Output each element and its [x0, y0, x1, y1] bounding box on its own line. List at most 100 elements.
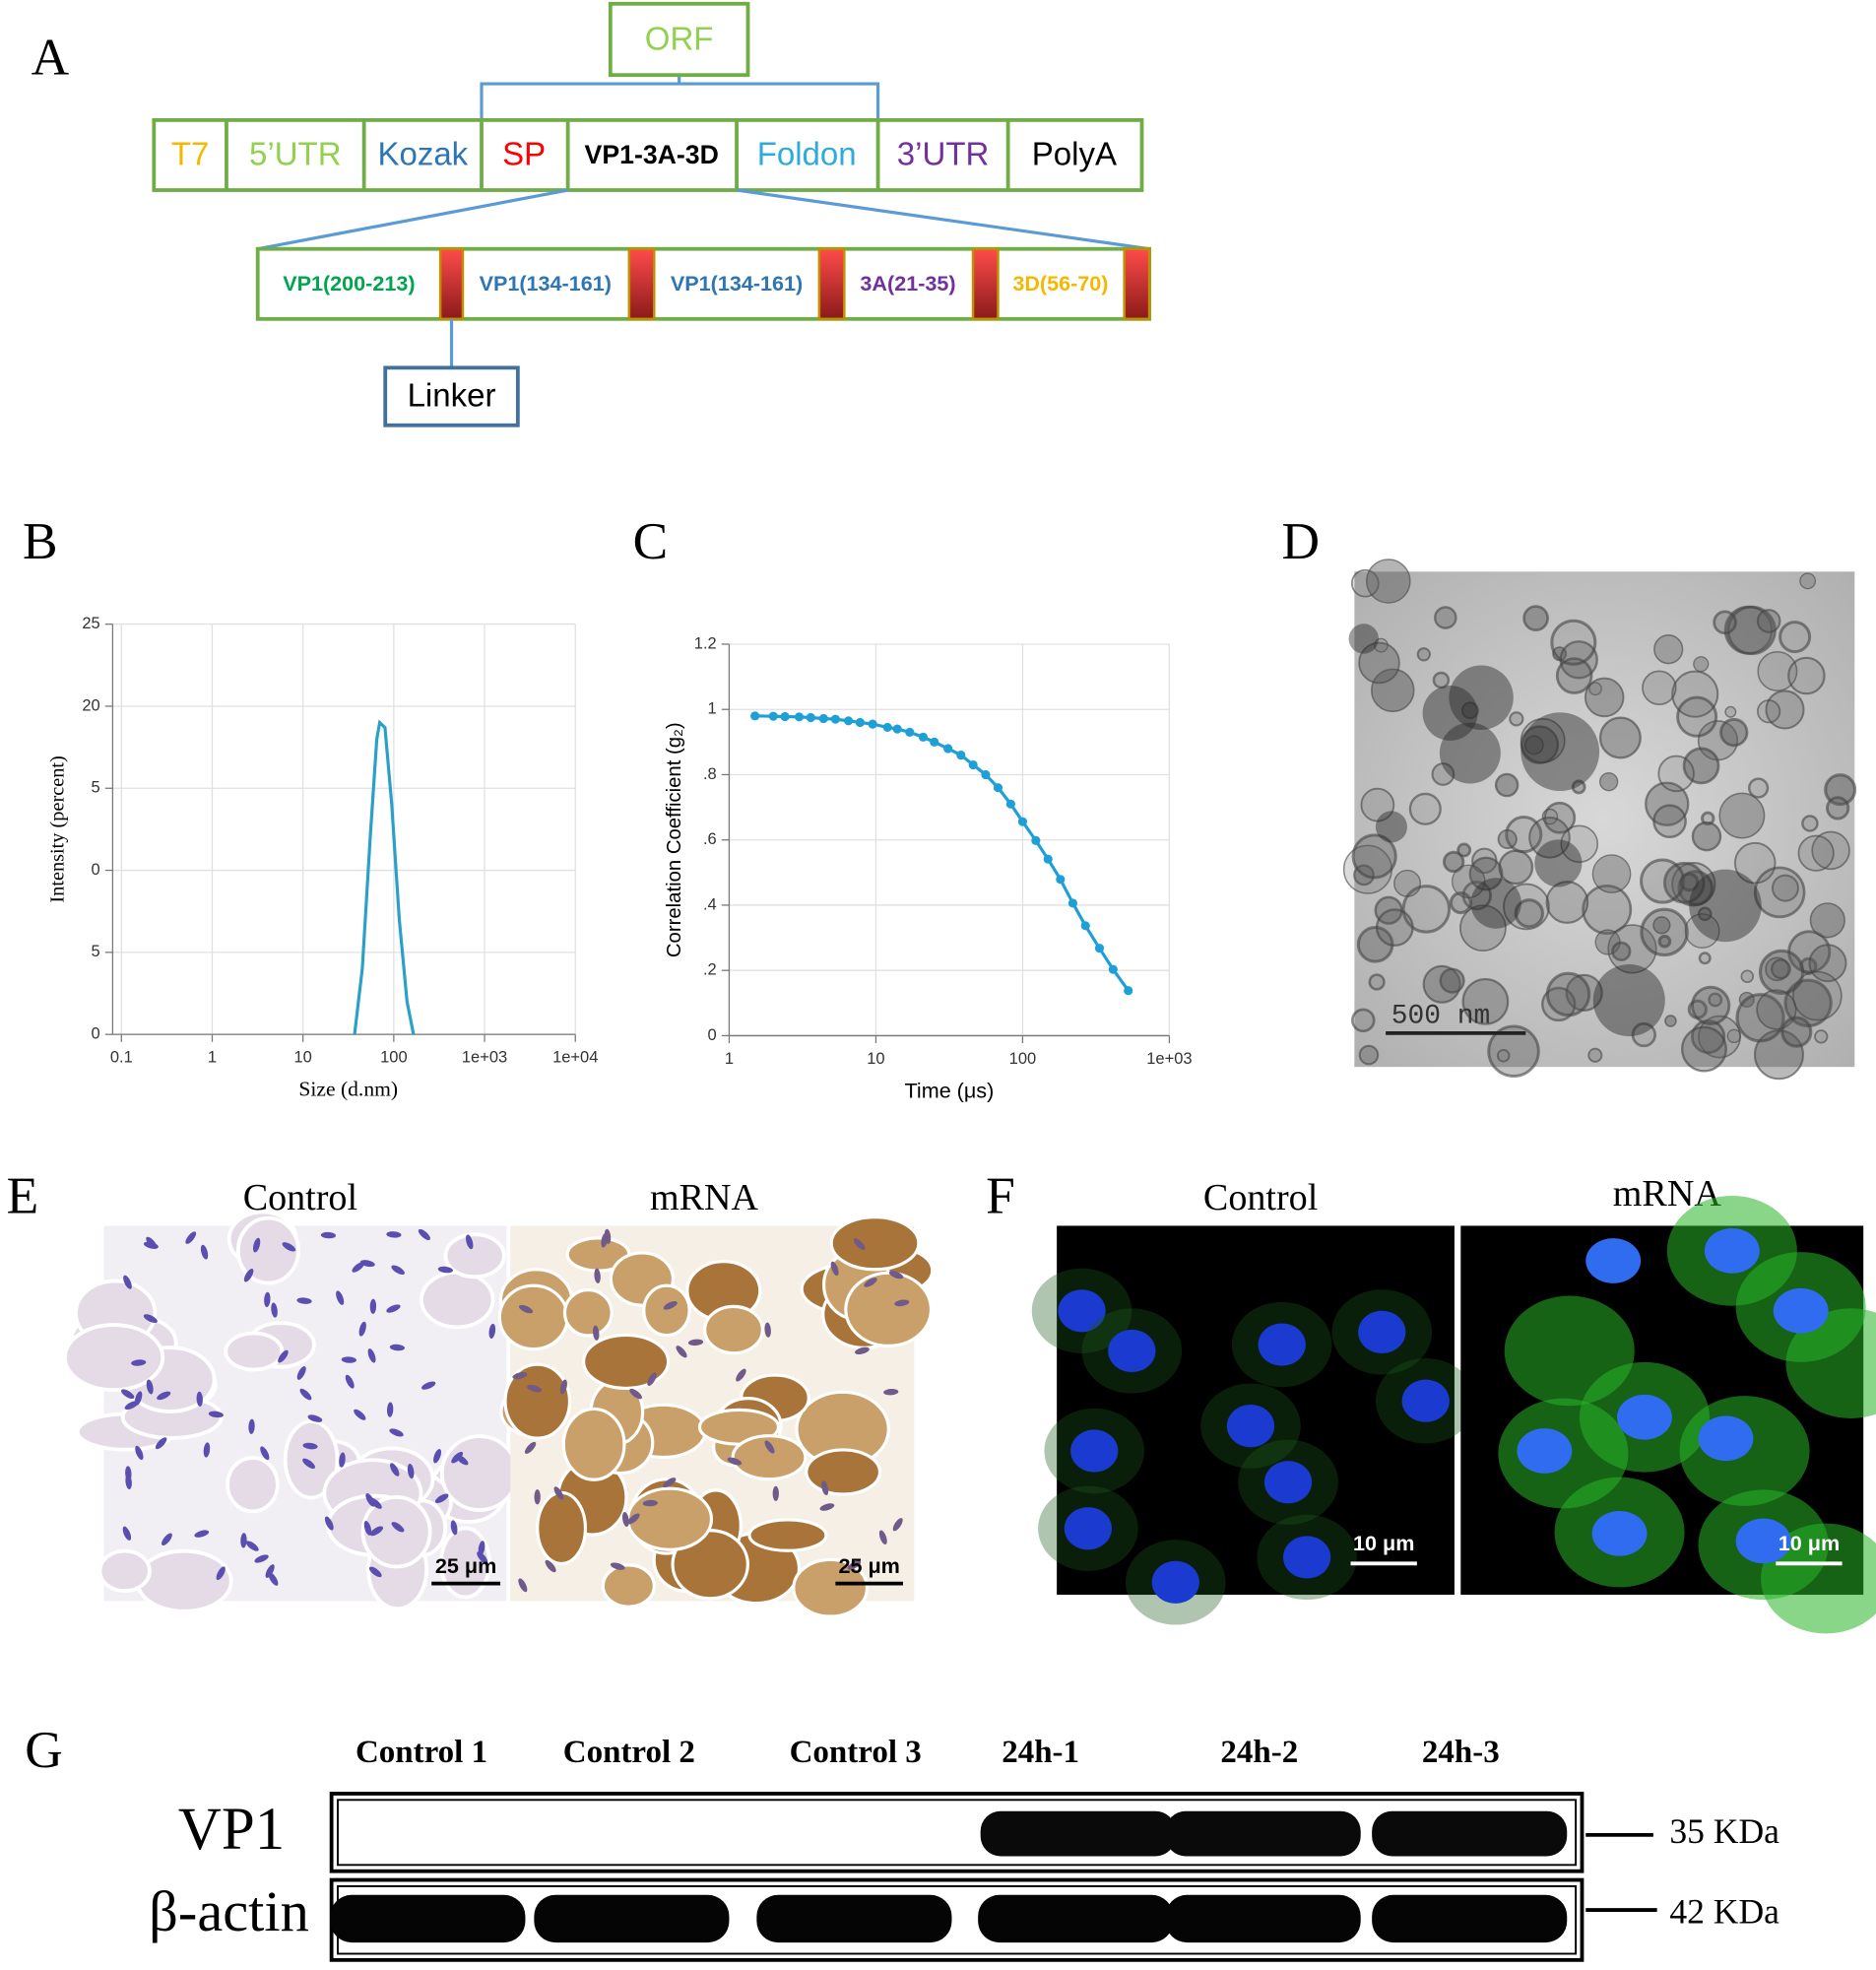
vesicle	[1598, 716, 1642, 759]
nucleus	[518, 1578, 528, 1593]
vesicle	[1452, 864, 1486, 899]
vesicle	[1351, 833, 1397, 880]
orf-label: ORF	[645, 21, 714, 57]
data-point	[1056, 875, 1066, 885]
vesicle	[1514, 898, 1545, 929]
x-axis-label: Time (μs)	[905, 1078, 995, 1102]
epitope-label: 3D(56-70)	[1012, 271, 1108, 296]
x-tick-label: 1	[725, 1050, 734, 1068]
vesicle	[1653, 634, 1684, 665]
muscle-fiber	[562, 1287, 614, 1338]
vesicle	[1676, 695, 1718, 738]
nucleus	[663, 1478, 677, 1488]
band	[1372, 1894, 1568, 1943]
x-tick-label: 1e+03	[1146, 1050, 1192, 1068]
nucleus	[534, 1489, 541, 1505]
nucleus	[466, 1234, 474, 1250]
nucleus	[296, 1366, 306, 1380]
vesicle	[1497, 828, 1518, 850]
nucleus	[122, 1526, 132, 1541]
nucleus	[386, 1402, 394, 1417]
nucleus	[252, 1237, 261, 1253]
data-point	[855, 717, 865, 728]
nucleus	[162, 1533, 172, 1545]
nucleus	[389, 1344, 406, 1351]
western-blot	[329, 1792, 1657, 1962]
chart: 0.1 1 10 100 1e+03 1e+04 0 5 0 5 20 25 Size (d.nm) In…	[46, 615, 598, 1100]
x-tick-label: 100	[1009, 1050, 1037, 1068]
element-label: 3’UTR	[897, 135, 990, 171]
vesicle	[1545, 881, 1589, 924]
row-label: VP1	[178, 1797, 285, 1863]
nucleus	[296, 1297, 312, 1304]
y-tick-label: .2	[703, 961, 717, 979]
lane-label: 24h-1	[1002, 1735, 1079, 1770]
vesicle	[1765, 690, 1805, 730]
y-tick-label: 1	[708, 700, 717, 718]
nucleus	[1617, 1394, 1672, 1440]
vesicle	[1826, 796, 1850, 821]
if-control-image	[1031, 1225, 1476, 1625]
vesicle	[1416, 647, 1431, 662]
panel-label: A	[32, 28, 70, 87]
if-mrna-image	[1460, 1195, 1876, 1634]
orf-bracket	[480, 82, 880, 120]
panel-label: C	[633, 511, 669, 570]
y-tick-label: 0	[708, 1026, 717, 1044]
connector	[257, 188, 568, 251]
vesicle	[1814, 1029, 1829, 1044]
vesicle	[1718, 792, 1766, 839]
lane-label: Control 1	[356, 1735, 487, 1770]
nucleus	[1064, 1507, 1113, 1550]
data-point	[806, 712, 815, 723]
nucleus	[524, 1441, 537, 1454]
nucleus	[352, 1262, 365, 1273]
data-point	[868, 719, 877, 729]
vesicle	[1439, 967, 1465, 994]
vesicle	[1555, 657, 1593, 694]
scale-bar-label: 25 μm	[838, 1553, 899, 1578]
construct-box	[152, 117, 1144, 192]
nucleus	[386, 1231, 402, 1238]
nucleus	[727, 1457, 743, 1466]
nucleus	[341, 1356, 356, 1363]
nucleus	[527, 1384, 542, 1393]
nucleus	[455, 1454, 469, 1466]
vesicle	[1588, 682, 1602, 696]
nucleus	[363, 1520, 372, 1536]
size-label: 35 KDa	[1669, 1811, 1779, 1851]
y-tick-label: .6	[703, 830, 717, 848]
nucleus	[368, 1566, 382, 1578]
vesicle	[1496, 1049, 1511, 1063]
data-point	[1124, 986, 1133, 996]
linker-label: Linker	[408, 377, 496, 414]
vesicle	[1824, 773, 1857, 807]
construct-diagram	[152, 1, 1152, 427]
size-label: 42 KDa	[1669, 1891, 1779, 1931]
vesicle	[1571, 779, 1586, 795]
nucleus	[736, 1368, 746, 1382]
vesicle	[1664, 1015, 1677, 1027]
nucleus	[131, 1359, 147, 1366]
vesicle	[1713, 610, 1737, 635]
vesicle	[1726, 1028, 1742, 1044]
y-tick-label: .8	[703, 765, 717, 783]
dark-spot	[1470, 878, 1521, 929]
nucleus	[1258, 1323, 1306, 1366]
vesicle	[1691, 821, 1722, 852]
linker-block	[817, 247, 846, 321]
nucleus	[518, 1304, 534, 1314]
data-point	[1080, 921, 1090, 931]
dark-spot	[1520, 712, 1600, 791]
y-tick-label: 25	[82, 615, 99, 632]
vesicle	[1679, 872, 1700, 892]
muscle-fiber	[626, 1486, 714, 1551]
vesicle	[1528, 816, 1571, 859]
vesicle	[1657, 934, 1672, 949]
vesicle	[1771, 958, 1791, 980]
linker-block	[627, 247, 656, 321]
scale-bar-label: 500 nm	[1391, 1001, 1491, 1031]
vesicle	[1375, 908, 1414, 948]
data-point	[1108, 964, 1118, 974]
